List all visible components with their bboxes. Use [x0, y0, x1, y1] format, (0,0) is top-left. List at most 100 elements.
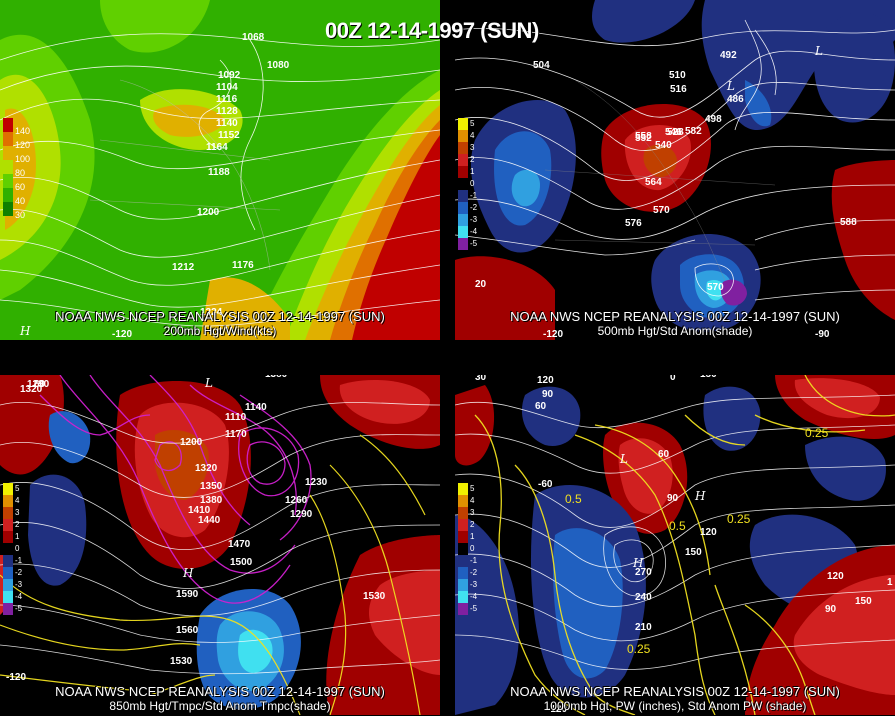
colorbar-label: -3	[15, 580, 23, 589]
colorbar-labels: 5 4 3 2 1 0 -1 -2 -3 -4 -5	[15, 483, 22, 615]
contour-label: 1290	[290, 509, 313, 520]
contour-label: 570	[707, 282, 724, 293]
contour-label: 120	[827, 571, 844, 582]
contour-label: 1152	[218, 130, 240, 141]
longitude-label: -120	[6, 672, 27, 683]
colorbar-label: -2	[470, 203, 478, 212]
panel-caption-variable: 850mb Hgt/Tmpc/Std Anom Tmpc(shade)	[109, 699, 331, 713]
contour-label-group: 504 492 486 498 510 516 528 540 546 552 …	[475, 50, 857, 340]
colorbar-label: 40	[15, 196, 26, 206]
colorbar-label: -2	[470, 568, 478, 577]
map-1000mb: 30 120 150 90 60 -60 0 60 90 120 150 210…	[455, 375, 895, 715]
contour-label: 1128	[216, 106, 238, 117]
colorbar-label: 4	[470, 496, 475, 505]
contour-label: 1290	[27, 379, 50, 390]
panel-caption-variable: 200mb Hgt/Wind(kts)	[163, 324, 277, 338]
map-200mb: 1068 1080 1092 1104 1116 1128 1140 1152 …	[0, 0, 440, 340]
contour-label: 1212	[172, 262, 195, 273]
contour-label: 90	[542, 389, 554, 400]
colorbar	[458, 118, 468, 250]
colorbar-label: 2	[15, 520, 20, 529]
panel-caption-variable: 500mb Hgt/Std Anom(shade)	[597, 324, 753, 338]
contour-label: 498	[705, 114, 722, 125]
longitude-label: 20	[475, 279, 487, 290]
longitude-label: -120	[543, 329, 563, 340]
contour-label: 120	[537, 375, 554, 386]
colorbar-label: 140	[15, 126, 31, 136]
contour-label: 60	[658, 449, 670, 460]
colorbar-label: 3	[470, 508, 475, 517]
contour-label: 150	[855, 596, 872, 607]
colorbar-label: 100	[15, 154, 31, 164]
contour-label: 1530	[363, 591, 386, 602]
contour-label-group: 1290 1320 1380 1110 1140 1170 1200 1230 …	[20, 375, 386, 667]
contour-label: 1116	[216, 94, 238, 105]
colorbar-label: -4	[470, 227, 478, 236]
colorbar-label: 0	[15, 544, 20, 553]
contour-label: 1200	[180, 437, 203, 448]
contour-label: 210	[635, 622, 652, 633]
panel-850mb-height-temp: 1290 1320 1380 1110 1140 1170 1200 1230 …	[0, 375, 440, 715]
panel-caption-source: NOAA NWS NCEP REANALYSIS 00Z 12-14-1997 …	[55, 309, 385, 324]
contour-label: 1140	[216, 118, 238, 129]
colorbar-label: -5	[470, 239, 478, 248]
colorbar-labels: 5 4 3 2 1 0 -1 -2 -3 -4 -5	[470, 483, 477, 615]
contour-label: 1380	[200, 495, 223, 506]
contour-label: 1188	[208, 167, 230, 178]
contour-label: 540	[655, 140, 672, 151]
high-pressure-marker: H	[632, 556, 644, 570]
contour-label: 150	[700, 375, 717, 380]
colorbar-label: 0	[470, 179, 475, 188]
contour-label: 516	[670, 84, 687, 95]
contour-label: 582	[685, 126, 702, 137]
low-pressure-marker: L	[726, 79, 735, 93]
colorbar-label: 4	[470, 131, 475, 140]
colorbar-label: 2	[470, 155, 475, 164]
panel-caption-source: NOAA NWS NCEP REANALYSIS 00Z 12-14-1997 …	[510, 684, 840, 699]
contour-label: 1590	[176, 589, 199, 600]
contour-label: 30	[475, 375, 487, 383]
contour-label: 1110	[225, 412, 247, 423]
colorbar-label: -5	[15, 604, 23, 613]
contour-label: 0	[670, 375, 676, 383]
colorbar-label: 5	[470, 119, 475, 128]
contour-label: 570	[653, 205, 670, 216]
colorbar-label: -1	[470, 556, 478, 565]
colorbar-label: 1	[470, 167, 475, 176]
colorbar-label: 1	[15, 532, 20, 541]
low-pressure-marker: L	[814, 44, 823, 58]
contour-label: 120	[700, 527, 717, 538]
longitude-label: -120	[547, 704, 567, 715]
pw-contour-label: 0.25	[627, 642, 651, 656]
colorbar-label: -3	[470, 215, 478, 224]
contour-label: 1170	[225, 429, 247, 440]
high-pressure-marker: H	[182, 566, 194, 580]
contour-label: 90	[667, 493, 679, 504]
low-pressure-marker: L	[204, 376, 213, 390]
contour-label: 1230	[305, 477, 328, 488]
high-pressure-marker: H	[19, 324, 31, 338]
contour-label: 558	[635, 131, 652, 142]
colorbar-label: -4	[15, 592, 23, 601]
contour-label: 1320	[195, 463, 218, 474]
contour-label: 1470	[228, 539, 251, 550]
contour-label: 1530	[170, 656, 193, 667]
panel-caption-source: NOAA NWS NCEP REANALYSIS 00Z 12-14-1997 …	[510, 309, 840, 324]
colorbar-labels: 5 4 3 2 1 0 -1 -2 -3 -4 -5	[470, 118, 477, 250]
contour-label: 240	[635, 592, 652, 603]
colorbar-label: 4	[15, 496, 20, 505]
panel-caption-source: NOAA NWS NCEP REANALYSIS 00Z 12-14-1997 …	[55, 684, 385, 699]
contour-label: 60	[535, 401, 547, 412]
contour-label: 1176	[232, 260, 254, 271]
contour-label: 1260	[285, 495, 308, 506]
panel-caption-variable: 1000mb Hgt, PW (inches), Std Anom PW (sh…	[543, 699, 807, 713]
contour-label: 1104	[216, 82, 238, 93]
colorbar-label: 80	[15, 168, 26, 178]
colorbar-label: 30	[15, 210, 26, 220]
contour-label: 1200	[197, 207, 220, 218]
pw-contour-label: 0.25	[805, 426, 829, 440]
contour-label: 1068	[242, 32, 265, 43]
colorbar-label: 2	[470, 520, 475, 529]
contour-label: 90	[825, 604, 837, 615]
contour-label: 270	[635, 567, 652, 578]
